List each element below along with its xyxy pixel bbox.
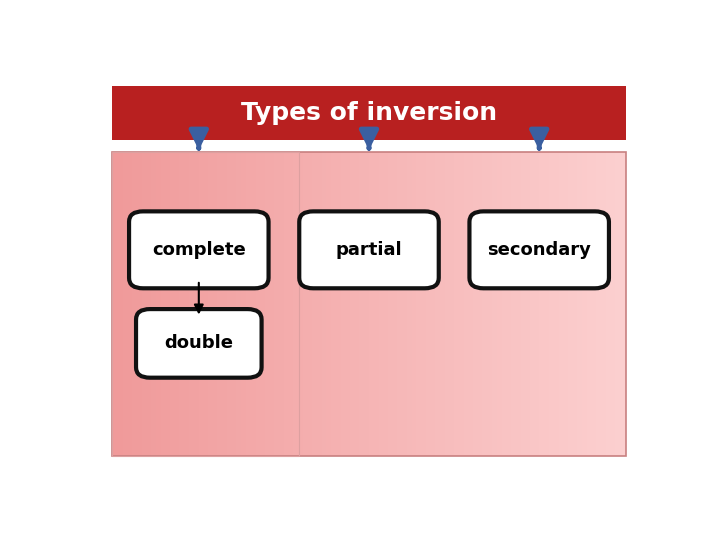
Text: complete: complete bbox=[152, 241, 246, 259]
FancyBboxPatch shape bbox=[300, 211, 438, 288]
Text: secondary: secondary bbox=[487, 241, 591, 259]
Text: partial: partial bbox=[336, 241, 402, 259]
FancyBboxPatch shape bbox=[129, 211, 269, 288]
FancyBboxPatch shape bbox=[112, 85, 626, 140]
FancyBboxPatch shape bbox=[136, 309, 261, 377]
FancyBboxPatch shape bbox=[469, 211, 609, 288]
Text: double: double bbox=[164, 334, 233, 353]
Text: Types of inversion: Types of inversion bbox=[241, 100, 497, 125]
